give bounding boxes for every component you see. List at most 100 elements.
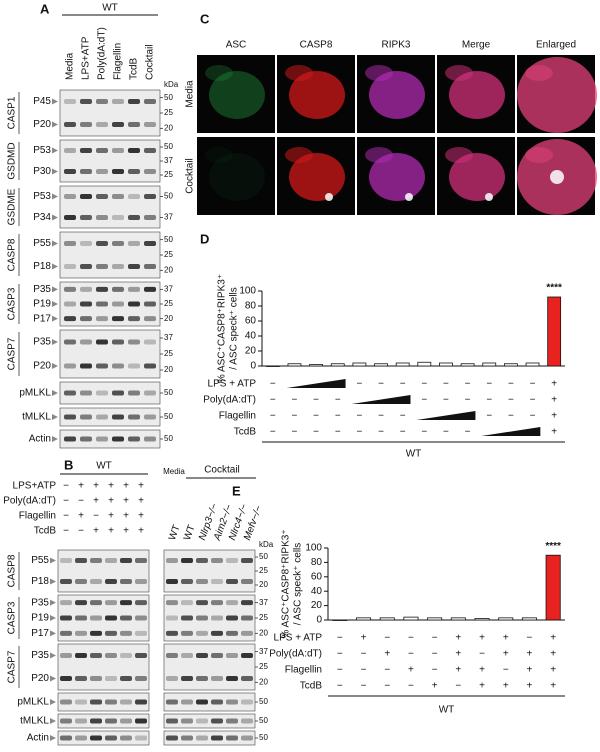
protein-label: GSDME (7, 188, 18, 225)
sign: + (550, 681, 556, 692)
protein-label: CASP1 (7, 96, 18, 129)
band (226, 699, 238, 705)
band-label: P30 (33, 166, 51, 177)
sign: + (479, 681, 485, 692)
band (80, 194, 92, 199)
lane-label: TcdB (129, 57, 140, 80)
band (241, 579, 253, 584)
band (226, 579, 238, 584)
marker-label: 25 (164, 170, 173, 179)
band (75, 653, 87, 658)
blot (57, 713, 150, 729)
y-tick-label: 40 (311, 586, 323, 597)
bar (395, 362, 410, 367)
sign: + (550, 665, 556, 676)
sign: + (108, 496, 114, 507)
sign: − (408, 649, 414, 660)
sign: − (335, 427, 341, 438)
sign: − (270, 379, 276, 390)
cell-signal (369, 153, 425, 201)
band (128, 241, 140, 246)
band (80, 122, 92, 127)
band (166, 699, 178, 705)
bar (352, 362, 367, 367)
cell-signal (289, 153, 345, 201)
band (64, 122, 76, 127)
band (90, 558, 102, 563)
sign: + (551, 411, 557, 422)
band (226, 600, 238, 606)
sign: − (486, 395, 492, 406)
sign: + (455, 665, 461, 676)
marker-label: 50 (164, 434, 173, 443)
row-label: Cocktail (185, 158, 196, 194)
sign: + (138, 511, 144, 522)
band (144, 301, 156, 307)
sign: + (455, 633, 461, 644)
sign: + (78, 511, 84, 522)
genotype-label: WT (439, 705, 455, 716)
sign: − (63, 511, 69, 522)
band (75, 630, 87, 636)
band (135, 735, 147, 741)
band (60, 615, 72, 621)
band (96, 122, 108, 127)
marker-label: 50 (164, 412, 173, 421)
band (196, 579, 208, 584)
y-tick-label: 100 (239, 286, 256, 297)
lane-label: Poly(dA:dT) (97, 27, 108, 80)
band (211, 735, 223, 741)
band (80, 99, 92, 104)
band (211, 579, 223, 584)
band (64, 286, 76, 292)
condition-label: LPS + ATP (208, 379, 257, 390)
protein-label: CASP3 (7, 287, 18, 320)
band (128, 301, 140, 307)
band (135, 699, 147, 705)
sign: − (384, 681, 390, 692)
sign: + (503, 649, 509, 660)
band-label: P35 (31, 597, 49, 608)
band-label: P18 (33, 261, 51, 272)
band (80, 301, 92, 307)
blot (57, 594, 150, 642)
sign: − (313, 411, 319, 422)
sign: + (384, 649, 390, 660)
sign: + (503, 633, 509, 644)
sign: − (508, 379, 514, 390)
band (128, 436, 140, 442)
band (60, 600, 72, 606)
band (166, 600, 178, 606)
bar (525, 362, 540, 367)
band (96, 286, 108, 292)
y-tick-label: 0 (316, 615, 322, 626)
bar (498, 617, 514, 621)
band (181, 699, 193, 705)
band (80, 316, 92, 322)
band (112, 286, 124, 292)
blot (59, 231, 161, 279)
sign: − (408, 681, 414, 692)
marker-label: 50 (164, 142, 173, 151)
marker-label: 50 (259, 733, 268, 742)
band (64, 99, 76, 104)
bar (439, 362, 453, 367)
y-tick-label: 60 (245, 316, 257, 327)
sign: + (123, 511, 129, 522)
band (90, 676, 102, 681)
band (75, 615, 87, 621)
panel-label: D (200, 231, 209, 246)
band (96, 194, 108, 199)
band-label: P20 (33, 361, 51, 372)
blot (57, 692, 150, 712)
band (226, 735, 238, 741)
band (128, 390, 140, 396)
band (144, 339, 156, 345)
band (144, 194, 156, 199)
marker-label: 50 (164, 235, 173, 244)
band (96, 436, 108, 442)
bar (474, 618, 490, 621)
band (128, 414, 140, 420)
sign: − (465, 395, 471, 406)
band (64, 414, 76, 420)
